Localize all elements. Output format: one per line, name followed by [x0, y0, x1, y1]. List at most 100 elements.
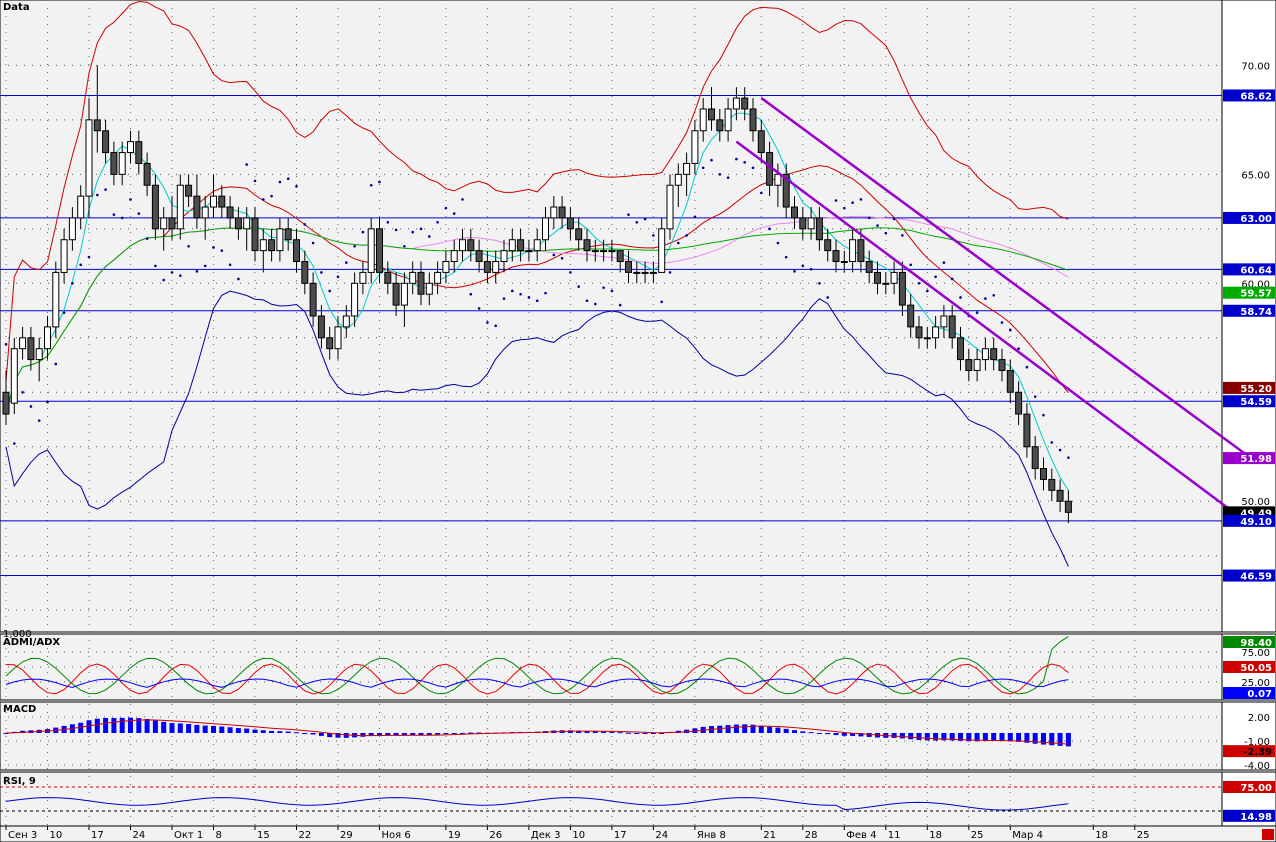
date-label: Янв 8 [697, 830, 726, 841]
candle [807, 207, 815, 240]
candle [1031, 435, 1039, 480]
date-label: 21 [763, 830, 776, 841]
sar-dot [469, 292, 473, 296]
sar-dot [1033, 395, 1037, 398]
sar-dot [154, 264, 157, 268]
candle-body-up [508, 239, 516, 252]
candle [301, 250, 309, 295]
sar-dot [62, 311, 66, 315]
candle [234, 207, 242, 240]
candle [981, 337, 989, 371]
adx-axis-tick: 25.00 [1241, 678, 1270, 689]
sar-dot [79, 263, 82, 267]
candle [957, 326, 964, 371]
candle [940, 305, 948, 338]
macd-plot-frame [0, 701, 1223, 771]
macd-histogram-bar [916, 733, 922, 740]
macd-histogram-bar [933, 733, 939, 741]
candle [93, 65, 101, 153]
macd-histogram-bar [194, 724, 200, 733]
rsi-tag-bg [1223, 809, 1275, 822]
sar-dot [926, 289, 929, 293]
candle-body-down [716, 119, 724, 132]
bollinger-upper-band [5, 0, 1069, 382]
candle [625, 250, 632, 284]
date-label: 25 [1137, 830, 1150, 841]
macd-histogram-bar [86, 720, 92, 733]
candle-body-up [176, 184, 184, 230]
sar-dot [1009, 328, 1012, 332]
macd-histogram-bar [999, 733, 1005, 742]
candle-body-up [973, 359, 981, 371]
candle [691, 119, 699, 175]
macd-histogram-bar [435, 733, 441, 735]
candle [600, 239, 608, 262]
macd-histogram-bar [1057, 733, 1063, 746]
candle-body-down [815, 217, 823, 241]
candle-body-down [1040, 468, 1047, 480]
candle-body-down [218, 195, 226, 208]
sar-dot [477, 307, 481, 310]
macd-histogram-bar [584, 730, 590, 733]
macd-histogram-bar [318, 733, 324, 736]
sar-dot [618, 303, 622, 307]
macd-histogram-bar [136, 718, 142, 733]
sar-dot [1017, 347, 1020, 350]
candle [259, 228, 267, 273]
sar-dot [170, 271, 174, 274]
sar-dot [984, 297, 987, 300]
date-label: Сен 3 [8, 830, 37, 841]
macd-tag: -2.39 [1243, 747, 1272, 758]
price-axis-tick: 70.00 [1241, 61, 1270, 72]
candle [716, 108, 724, 142]
macd-histogram-bar [169, 723, 175, 733]
candle-body-down [1064, 500, 1072, 513]
sar-dot [1025, 365, 1029, 369]
sar-dot [519, 292, 522, 296]
candle [400, 272, 408, 327]
candle-body-up [359, 271, 367, 284]
sar-dot [1058, 448, 1062, 452]
candle-body-up [525, 250, 533, 253]
candle-body-up [243, 217, 251, 230]
date-label: Ноя 6 [382, 830, 411, 841]
macd-histogram-bar [576, 730, 582, 733]
candle-body-up [351, 282, 359, 317]
macd-histogram-bar [758, 725, 764, 733]
candle [616, 250, 624, 273]
price-tag: 60.64 [1240, 265, 1272, 276]
adx-tag-bg [1223, 636, 1275, 648]
macd-histogram-bar [816, 733, 822, 734]
price-tag-bg [1223, 395, 1275, 408]
macd-histogram-bar [767, 726, 773, 733]
macd-histogram-bar [609, 731, 615, 733]
candle-body-up [35, 348, 43, 361]
candle [683, 152, 691, 197]
macd-histogram-bar [1049, 733, 1055, 746]
macd-histogram-bar [626, 732, 631, 734]
candle-body-up [52, 271, 60, 328]
candle [840, 250, 848, 273]
macd-axis-frame [1221, 701, 1276, 771]
macd-histogram-bar [186, 723, 192, 733]
date-label: 19 [448, 830, 461, 841]
candle-body-up [77, 195, 85, 219]
price-tag-bg [1223, 569, 1275, 582]
candle [608, 239, 616, 262]
candle [724, 98, 732, 142]
candle [799, 207, 807, 240]
candle-body-down [708, 108, 715, 121]
candle [2, 370, 10, 425]
sar-dot [419, 227, 423, 231]
macd-histogram-bar [443, 733, 449, 735]
candle [865, 250, 873, 284]
macd-histogram-bar [617, 732, 623, 734]
price-tag-bg [1223, 286, 1275, 299]
macd-histogram-bar [94, 718, 100, 733]
candle-body-up [981, 348, 989, 361]
rsi-tag: 14.98 [1240, 812, 1272, 823]
candle-body-down [566, 217, 574, 230]
candle [367, 217, 375, 284]
